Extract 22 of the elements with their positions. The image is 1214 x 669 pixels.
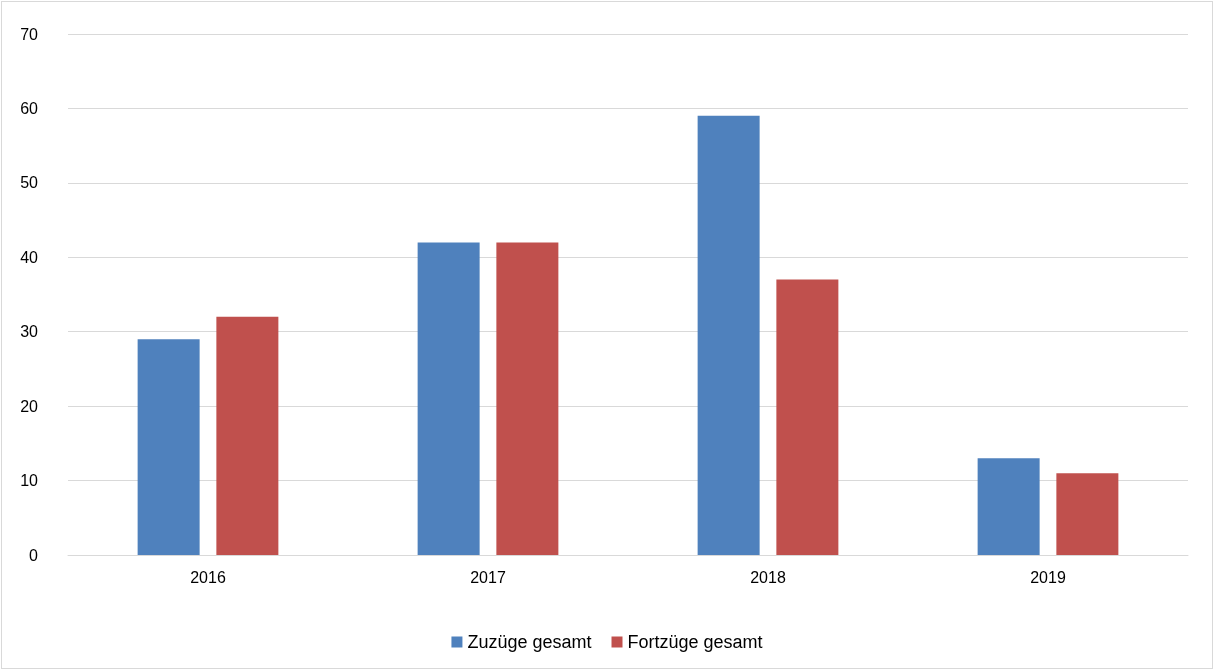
y-tick-label: 40: [20, 248, 39, 266]
x-tick-label: 2019: [1030, 568, 1066, 586]
legend-label: Zuzüge gesamt: [467, 632, 592, 652]
x-tick-label: 2016: [190, 568, 226, 586]
y-tick-label: 50: [20, 174, 39, 192]
bar: [496, 242, 559, 555]
bar: [697, 115, 760, 555]
y-tick-label: 70: [20, 25, 39, 43]
y-tick-label: 10: [20, 472, 39, 490]
bar: [1056, 473, 1119, 555]
bar: [417, 242, 480, 555]
y-tick-label: 0: [29, 546, 39, 564]
bar: [977, 458, 1040, 555]
bar: [776, 279, 839, 555]
y-tick-label: 60: [20, 99, 39, 117]
y-tick-label: 20: [20, 397, 39, 415]
y-tick-label: 30: [20, 323, 39, 341]
bar: [137, 339, 200, 555]
x-tick-label: 2018: [750, 568, 786, 586]
legend-label: Fortzüge gesamt: [627, 632, 763, 652]
x-tick-label: 2017: [470, 568, 506, 586]
bar: [216, 316, 279, 555]
